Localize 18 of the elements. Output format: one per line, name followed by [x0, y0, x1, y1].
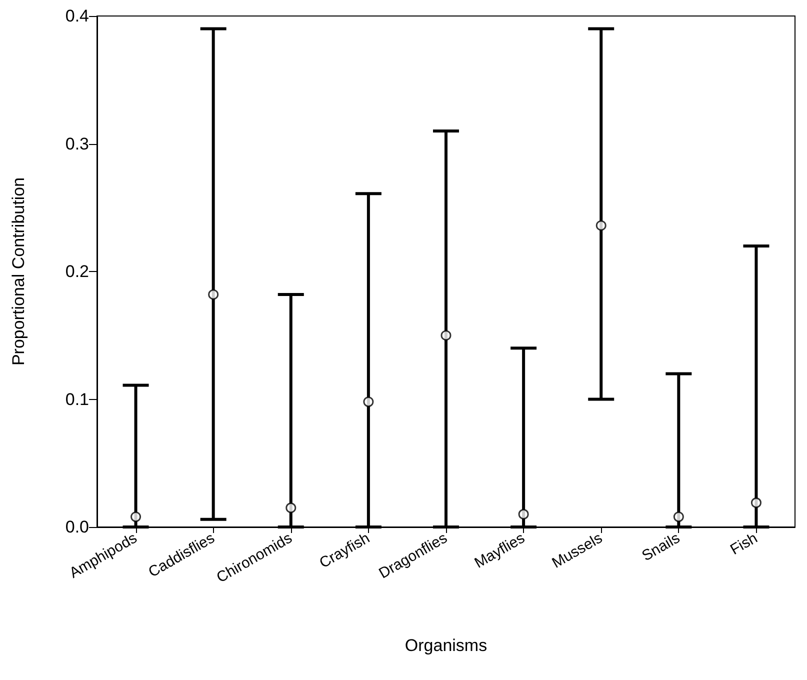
- x-axis-title: Organisms: [404, 636, 488, 655]
- point: [673, 512, 684, 522]
- y-tick-label: 0.4: [65, 6, 89, 26]
- y-tick-label: 0.1: [65, 390, 89, 409]
- y-tick-label: 0.0: [65, 518, 89, 536]
- y-axis-title: Proportional Contribution: [9, 177, 28, 366]
- point: [363, 396, 374, 408]
- point: [750, 497, 762, 508]
- x-tick-label: Snails: [639, 530, 683, 565]
- y-tick-label: 0.2: [65, 262, 89, 281]
- point: [440, 330, 452, 341]
- point: [518, 508, 529, 520]
- point: [130, 512, 142, 522]
- y-tick-label: 0.3: [65, 134, 89, 154]
- point: [596, 220, 606, 231]
- x-tick-label: Fish: [727, 530, 760, 559]
- point: [208, 289, 219, 300]
- point: [286, 502, 296, 514]
